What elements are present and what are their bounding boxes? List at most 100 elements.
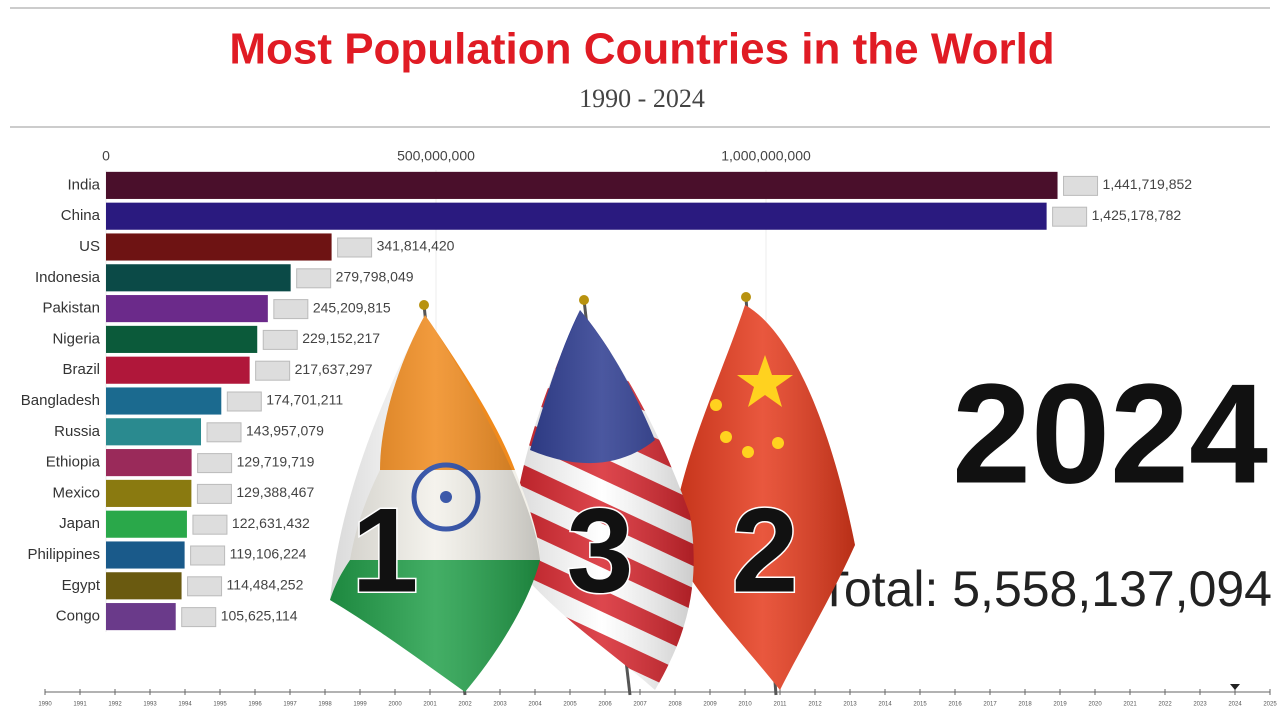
chart-subtitle: 1990 - 2024 — [579, 84, 705, 113]
category-label: Bangladesh — [21, 392, 100, 409]
timeline-label: 2008 — [668, 702, 682, 708]
category-label: Indonesia — [35, 269, 101, 286]
value-label: 129,388,467 — [236, 484, 314, 500]
category-label: Pakistan — [42, 300, 100, 317]
flag-icon — [190, 545, 226, 566]
rank-us: 3 — [567, 484, 634, 618]
rank-china: 2 — [732, 484, 799, 618]
timeline-label: 1990 — [38, 702, 52, 708]
bar — [106, 202, 1047, 230]
timeline-label: 1996 — [248, 702, 262, 708]
bar — [106, 572, 182, 600]
value-label: 122,631,432 — [232, 515, 310, 531]
value-label: 119,106,224 — [230, 546, 307, 562]
category-label: Nigeria — [52, 330, 100, 347]
timeline-label: 2023 — [1193, 702, 1207, 708]
value-label: 341,814,420 — [377, 238, 455, 254]
category-label: US — [79, 238, 100, 255]
bar — [106, 510, 187, 538]
value-label: 245,209,815 — [313, 299, 391, 315]
timeline-label: 1991 — [73, 702, 87, 708]
timeline-label: 1995 — [213, 702, 227, 708]
bar — [106, 233, 332, 261]
timeline-label: 1992 — [108, 702, 122, 708]
timeline-label: 2025 — [1263, 702, 1277, 708]
bar — [106, 171, 1058, 199]
value-label: 129,719,719 — [237, 453, 315, 469]
timeline-label: 1993 — [143, 702, 157, 708]
flag-india — [330, 300, 540, 696]
timeline-label: 2022 — [1158, 702, 1172, 708]
x-tick-label: 0 — [102, 148, 110, 164]
timeline-label: 2012 — [808, 702, 822, 708]
timeline-label: 2005 — [563, 702, 577, 708]
category-label: Egypt — [62, 577, 101, 594]
x-tick-label: 1,000,000,000 — [721, 148, 811, 164]
flag-icon — [206, 422, 242, 443]
bar — [106, 603, 176, 631]
value-label: 143,957,079 — [246, 423, 324, 439]
timeline-label: 2018 — [1018, 702, 1032, 708]
timeline-label: 1999 — [353, 702, 367, 708]
timeline-label: 2010 — [738, 702, 752, 708]
flag-icon — [296, 268, 332, 289]
timeline-label: 2014 — [878, 702, 892, 708]
value-label: 279,798,049 — [336, 269, 414, 285]
value-label: 1,425,178,782 — [1092, 207, 1182, 223]
timeline-label: 2013 — [843, 702, 857, 708]
category-label: Mexico — [52, 484, 100, 501]
x-tick-label: 500,000,000 — [397, 148, 475, 164]
flag-icon — [262, 329, 298, 350]
flag-icon — [337, 237, 373, 258]
total-label: Total: 5,558,137,094 — [819, 561, 1272, 617]
timeline-label: 2020 — [1088, 702, 1102, 708]
year-label: 2024 — [952, 355, 1268, 514]
timeline: 1990 1991 1992 1993 1994 1995 1996 1997 1998 1999… — [38, 684, 1277, 708]
flag-icon — [192, 514, 228, 535]
bar — [106, 449, 192, 477]
flag-icon — [255, 360, 291, 381]
category-label: Japan — [59, 515, 100, 532]
timeline-label: 2007 — [633, 702, 647, 708]
bar — [106, 418, 202, 446]
timeline-label: 1997 — [283, 702, 297, 708]
value-label: 174,701,211 — [266, 392, 343, 408]
bar — [106, 541, 185, 569]
timeline-label: 1998 — [318, 702, 332, 708]
rank-india: 1 — [352, 484, 419, 618]
flag-icon — [197, 453, 233, 474]
timeline-marker — [1230, 684, 1240, 690]
value-label: 229,152,217 — [302, 330, 380, 346]
category-label: Ethiopia — [46, 454, 101, 471]
bar — [106, 325, 258, 353]
plot: 0 500,000,000 1,000,000,000 India 1,441,719,… — [21, 148, 1192, 632]
timeline-label: 2009 — [703, 702, 717, 708]
flag-us — [510, 295, 694, 696]
timeline-label: 2001 — [423, 702, 437, 708]
timeline-label: 2000 — [388, 702, 402, 708]
timeline-label: 2006 — [598, 702, 612, 708]
category-label: Philippines — [27, 546, 100, 563]
category-label: Brazil — [62, 361, 100, 378]
value-label: 217,637,297 — [295, 361, 373, 377]
bar — [106, 295, 268, 323]
value-label: 114,484,252 — [227, 577, 304, 593]
chart-title: Most Population Countries in the World — [229, 25, 1054, 74]
value-label: 105,625,114 — [221, 607, 298, 623]
bar — [106, 264, 291, 292]
timeline-label: 2002 — [458, 702, 472, 708]
category-label: China — [61, 207, 101, 224]
flag-icon — [273, 299, 309, 320]
flag-icon — [1052, 206, 1088, 227]
timeline-label: 2019 — [1053, 702, 1067, 708]
timeline-label: 2004 — [528, 702, 542, 708]
flag-icon — [196, 483, 232, 504]
timeline-label: 2003 — [493, 702, 507, 708]
timeline-label: 2021 — [1123, 702, 1137, 708]
category-label: India — [67, 176, 100, 193]
flag-icon — [181, 607, 217, 628]
timeline-label: 2016 — [948, 702, 962, 708]
bar — [106, 356, 250, 384]
bar — [106, 479, 192, 507]
